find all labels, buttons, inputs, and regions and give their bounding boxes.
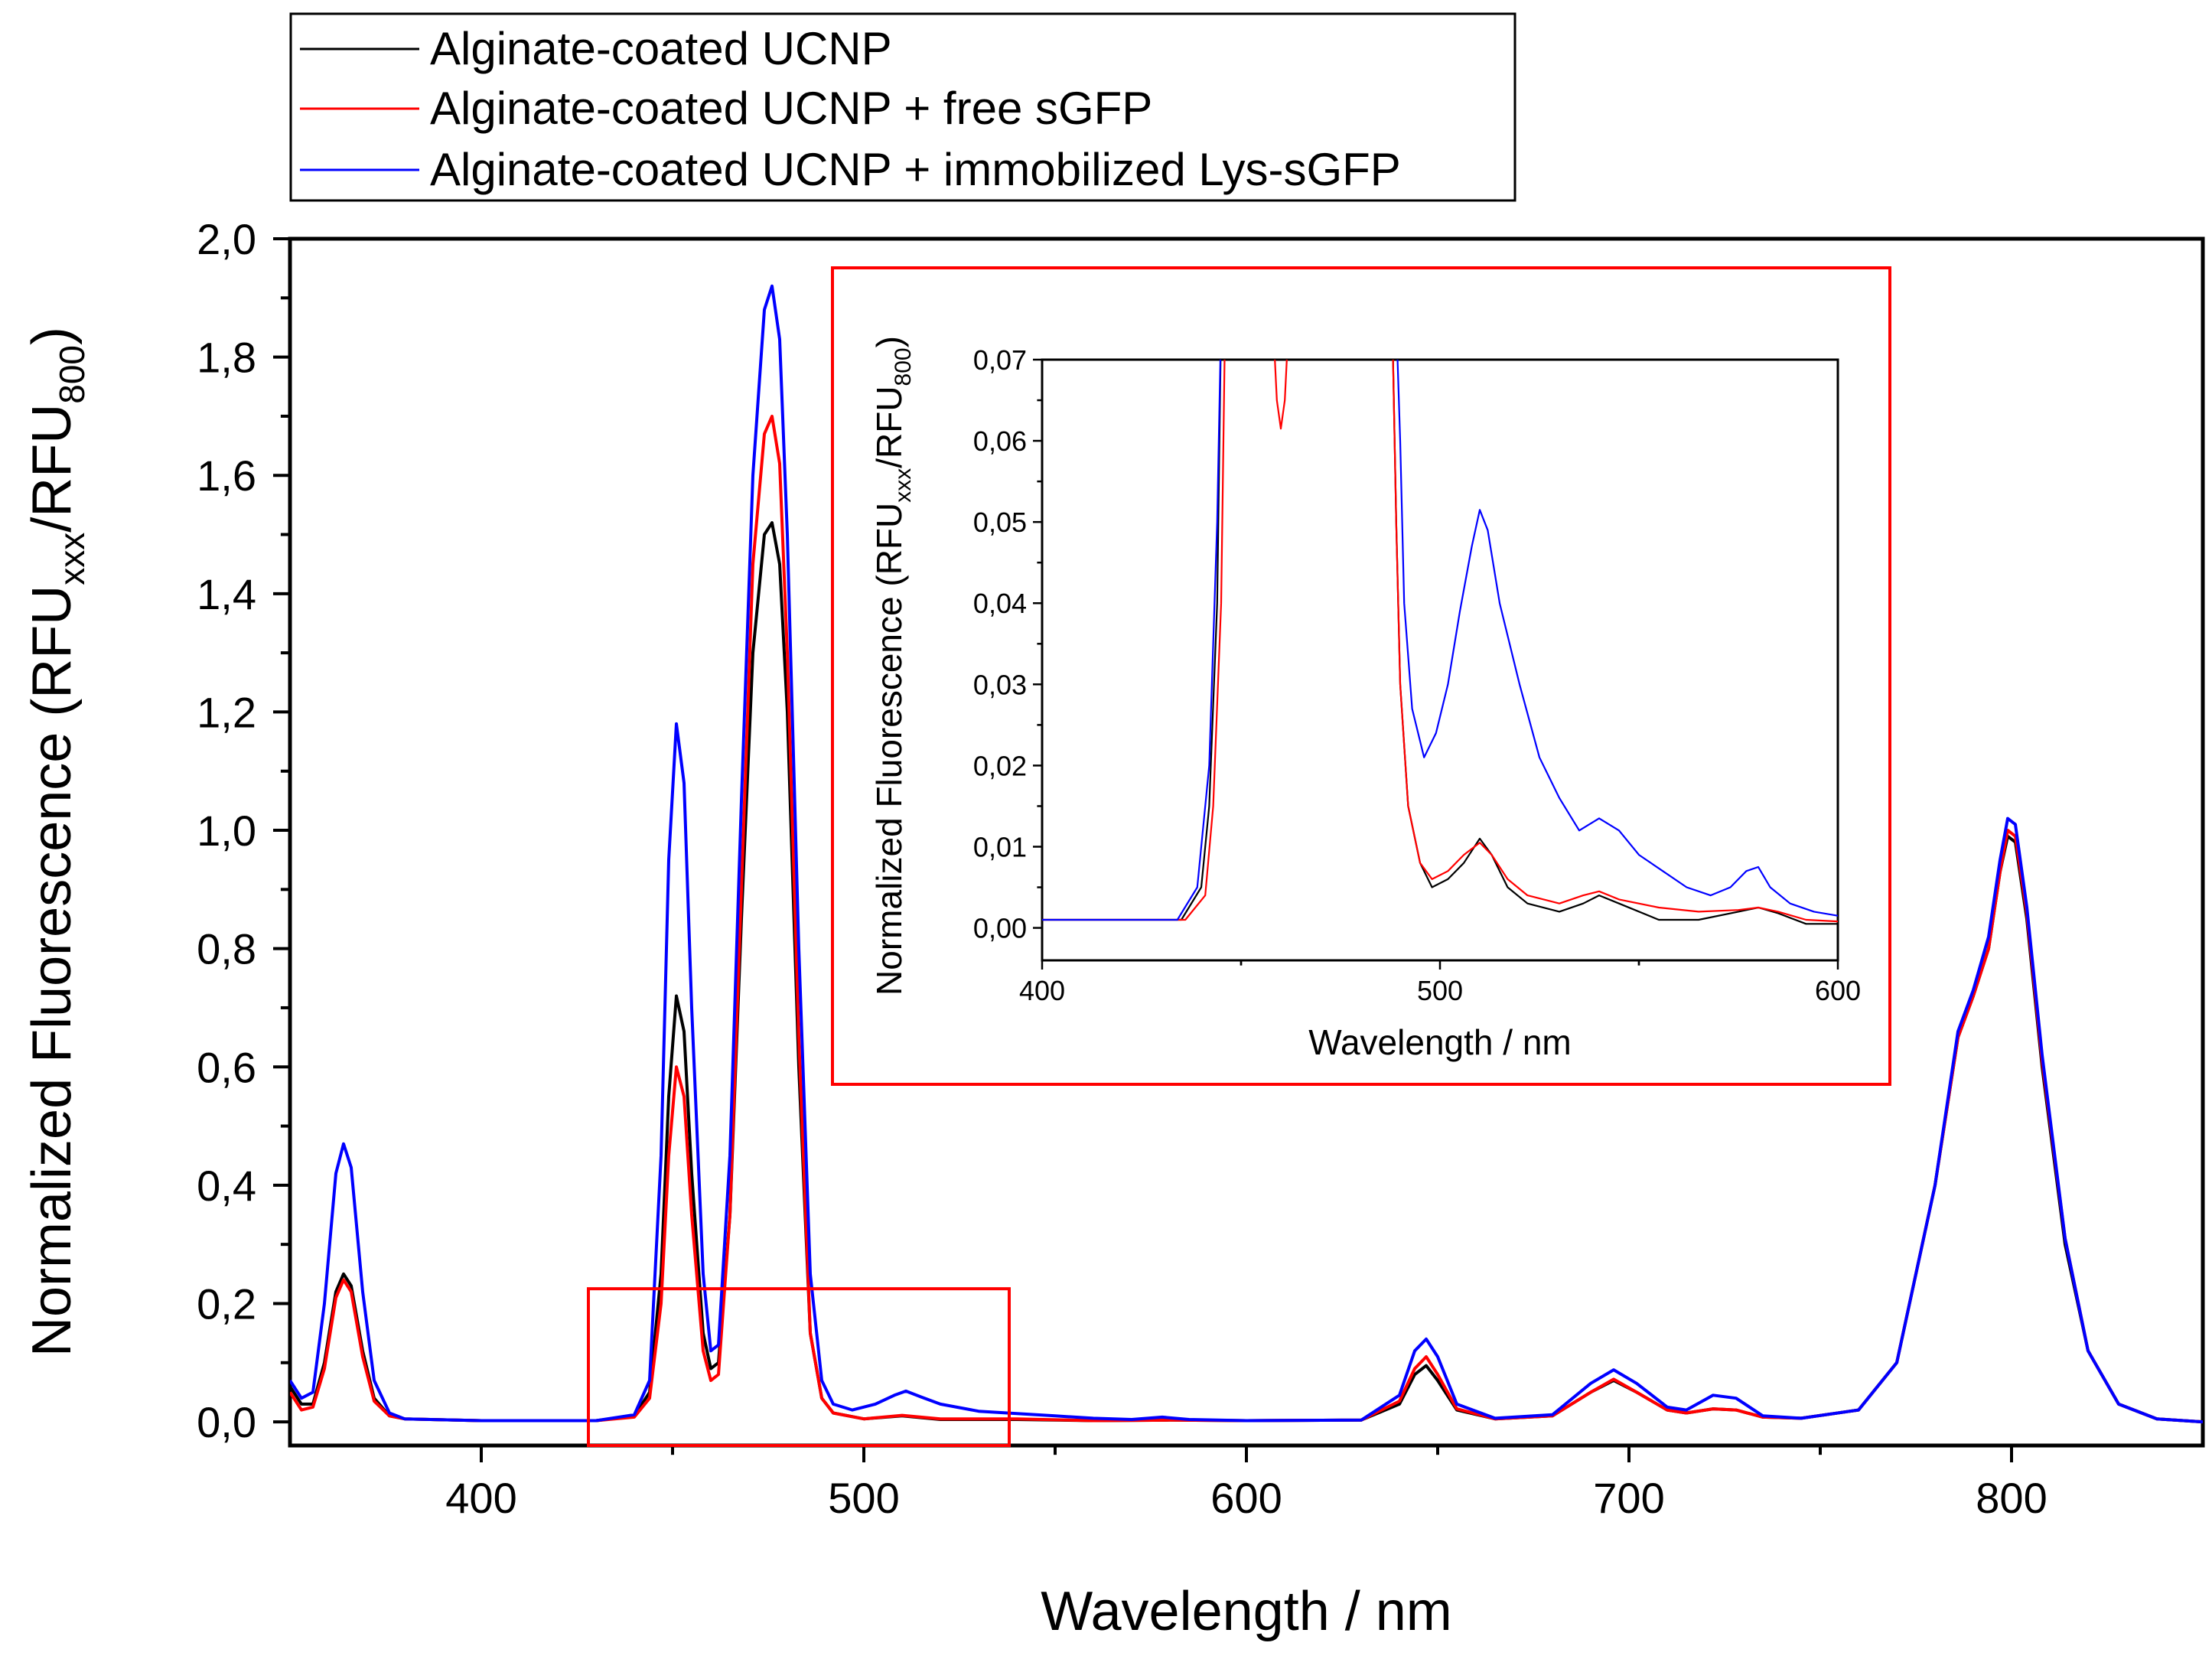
legend-label-ucnp: Alginate-coated UCNP — [430, 23, 892, 74]
main-series-group — [290, 284, 2203, 1424]
inset-border — [831, 266, 1891, 1086]
series-line-immobilized-sgfp — [290, 284, 2203, 1424]
legend: Alginate-coated UCNP Alginate-coated UCN… — [289, 12, 1516, 202]
legend-box — [289, 12, 1516, 202]
y-tick-label: 0,04 — [973, 588, 1027, 619]
y-tick-label: 1,4 — [197, 570, 256, 618]
y-tick-label: 0,4 — [197, 1162, 256, 1210]
legend-label-immobilized-sgfp: Alginate-coated UCNP + immobilized Lys-s… — [430, 144, 1401, 195]
y-tick-label: 0,02 — [973, 750, 1027, 781]
series-line-immobilized-sgfp — [1042, 360, 1838, 921]
main-x-axis: 400 500 600 700 800 — [445, 1446, 2047, 1522]
y-tick-label: 0,0 — [197, 1398, 256, 1446]
x-tick-label: 400 — [1019, 975, 1065, 1006]
y-tick-label: 2,0 — [197, 215, 256, 263]
main-y-axis-title: Normalized Fluorescence (RFUxxx/RFU800) — [21, 327, 92, 1357]
series-line-ucnp — [1042, 360, 1838, 925]
series-line-free-sgfp — [1042, 360, 1838, 923]
x-tick-label: 700 — [1593, 1474, 1664, 1522]
y-tick-label: 1,6 — [197, 451, 256, 500]
y-tick-label: 0,01 — [973, 831, 1027, 862]
inset-y-axis-title: Normalized Fluorescence (RFUxxx/RFU800) — [869, 336, 916, 996]
inset-series-group — [1042, 360, 1838, 925]
x-tick-label: 600 — [1815, 975, 1861, 1006]
x-tick-label: 800 — [1976, 1474, 2047, 1522]
inset-x-axis-title: Wavelength / nm — [1308, 1022, 1571, 1062]
y-tick-label: 0,06 — [973, 425, 1027, 457]
inset-y-axis: 0,00 0,01 0,02 0,03 0,04 0,05 0,06 0,07 — [973, 344, 1042, 944]
y-tick-label: 1,0 — [197, 807, 256, 855]
y-tick-label: 0,2 — [197, 1279, 256, 1328]
x-tick-label: 400 — [445, 1474, 516, 1522]
y-tick-label: 0,07 — [973, 344, 1027, 376]
inset-x-axis: 400 500 600 — [1019, 960, 1861, 1006]
zoom-region-box — [587, 1287, 1011, 1448]
inset-panel: 400 500 600 0,000,010,020,030,040,050,060,… — [831, 266, 1891, 1086]
y-tick-label: 1,8 — [197, 334, 256, 382]
x-tick-label: 600 — [1210, 1474, 1282, 1522]
main-x-axis-title: Wavelength / nm — [1041, 1581, 1452, 1642]
x-tick-label: 500 — [1417, 975, 1463, 1006]
y-tick-label: 0,00 — [973, 913, 1027, 944]
main-y-axis: 0,0 0,2 0,4 0,6 0,8 1,0 1,2 1,4 1,6 1,8 2,0 — [197, 215, 290, 1446]
y-tick-label: 0,8 — [197, 925, 256, 973]
y-tick-label: 0,05 — [973, 507, 1027, 538]
y-tick-label: 1,2 — [197, 688, 256, 736]
y-tick-label: 0,03 — [973, 669, 1027, 700]
legend-label-free-sgfp: Alginate-coated UCNP + free sGFP — [430, 83, 1152, 134]
x-tick-label: 500 — [828, 1474, 899, 1522]
y-tick-label: 0,6 — [197, 1043, 256, 1091]
